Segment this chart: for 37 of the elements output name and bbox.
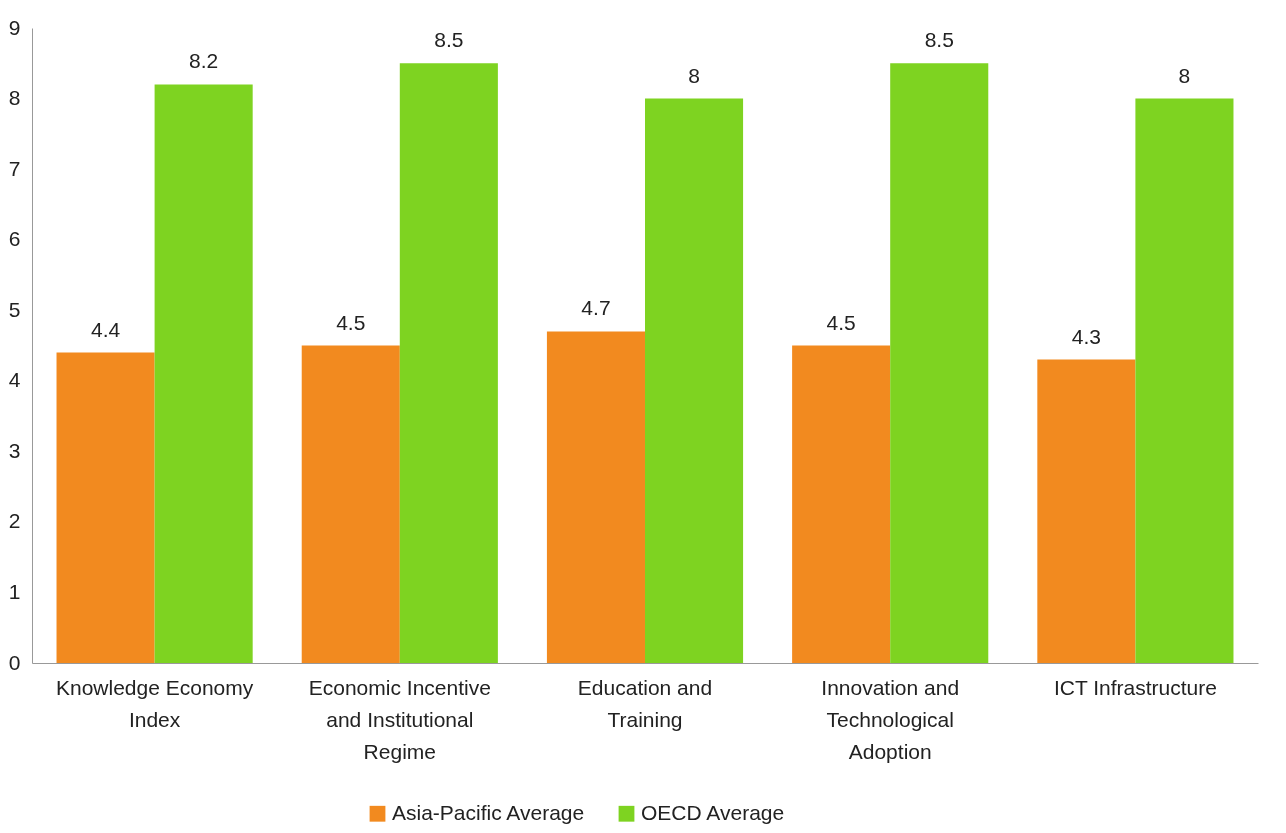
data-label: 4.7 bbox=[581, 296, 611, 320]
data-label: 8.5 bbox=[924, 28, 954, 52]
data-label: 8.5 bbox=[434, 28, 464, 52]
bar bbox=[890, 63, 989, 663]
y-tick-label: 4 bbox=[8, 368, 21, 392]
x-tick-label: Knowledge Economy Index bbox=[55, 675, 254, 731]
bar bbox=[792, 345, 891, 663]
bar bbox=[399, 63, 498, 663]
y-tick-label: 3 bbox=[8, 438, 21, 462]
x-tick-label: Education and Training bbox=[577, 675, 713, 731]
y-tick-label: 0 bbox=[8, 650, 21, 674]
data-label: 8 bbox=[1178, 63, 1191, 87]
legend-label: Asia-Pacific Average bbox=[392, 800, 585, 824]
y-tick-label: 7 bbox=[8, 156, 21, 180]
y-tick-label: 8 bbox=[8, 86, 21, 110]
data-label: 4.4 bbox=[90, 317, 121, 341]
bar bbox=[56, 352, 155, 663]
bar bbox=[301, 345, 400, 663]
bar bbox=[645, 98, 744, 663]
data-label: 4.3 bbox=[1071, 324, 1101, 348]
y-tick-label: 9 bbox=[8, 15, 21, 39]
data-label: 8 bbox=[688, 63, 700, 87]
y-tick-label: 1 bbox=[8, 579, 21, 603]
bar bbox=[546, 331, 645, 663]
data-label: 4.5 bbox=[826, 310, 856, 334]
y-tick-label: 5 bbox=[8, 297, 21, 321]
bar bbox=[154, 84, 253, 663]
legend-label: OECD Average bbox=[641, 800, 785, 824]
y-tick-label: 2 bbox=[8, 509, 21, 533]
x-tick-label: ICT Infrastructure bbox=[1053, 675, 1217, 699]
bar bbox=[1037, 359, 1136, 663]
x-tick-label: Innovation and Technological Adoption bbox=[821, 675, 960, 763]
data-label: 8.2 bbox=[189, 49, 219, 73]
y-tick-label: 6 bbox=[8, 227, 21, 251]
data-label: 4.5 bbox=[336, 310, 366, 334]
x-tick-label: Economic Incentive and Institutional Regime bbox=[308, 675, 491, 763]
bar bbox=[1135, 98, 1234, 663]
